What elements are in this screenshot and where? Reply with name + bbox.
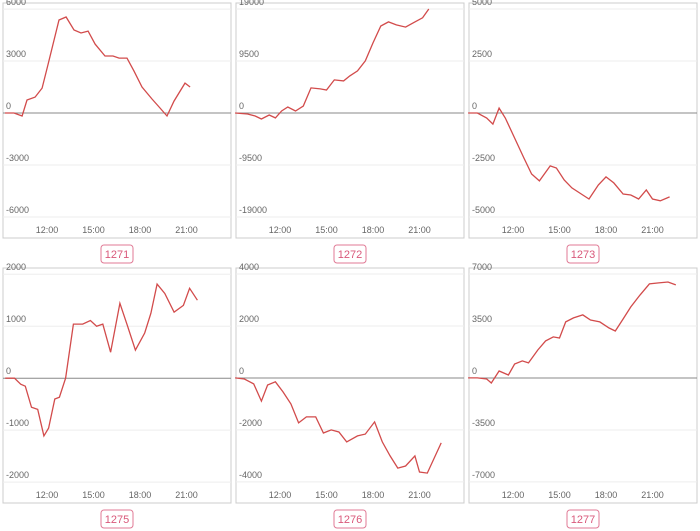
x-tick-label: 12:00 <box>502 225 525 235</box>
data-line <box>5 16 191 118</box>
y-tick-label: -2500 <box>472 153 495 163</box>
data-line <box>468 281 677 384</box>
y-tick-label: 6000 <box>6 0 26 7</box>
chart-label[interactable]: 1272 <box>338 249 362 261</box>
x-tick-label: 12:00 <box>502 490 525 500</box>
y-tick-label: -7000 <box>472 470 495 480</box>
chart-label-button[interactable] <box>100 244 134 264</box>
data-line <box>468 106 670 202</box>
chart-label-button[interactable] <box>566 509 600 529</box>
chart-label-button[interactable] <box>333 509 367 529</box>
y-tick-label: 0 <box>239 366 244 376</box>
x-tick-label: 12:00 <box>36 225 59 235</box>
x-tick-label: 21:00 <box>175 225 198 235</box>
x-tick-label: 18:00 <box>129 490 152 500</box>
x-tick-label: 15:00 <box>82 490 105 500</box>
x-tick-label: 18:00 <box>595 225 618 235</box>
x-tick-label: 18:00 <box>362 490 385 500</box>
x-tick-label: 15:00 <box>82 225 105 235</box>
y-tick-label: 0 <box>6 101 11 111</box>
x-tick-label: 15:00 <box>548 490 571 500</box>
x-tick-label: 12:00 <box>269 490 292 500</box>
chart-label-button[interactable] <box>333 244 367 264</box>
x-tick-label: 21:00 <box>641 225 664 235</box>
y-tick-label: -1000 <box>6 418 29 428</box>
x-tick-label: 21:00 <box>408 225 431 235</box>
y-tick-label: 7000 <box>472 262 492 272</box>
data-line <box>235 8 430 120</box>
y-tick-label: 19000 <box>239 0 264 7</box>
y-tick-label: 2000 <box>239 314 259 324</box>
y-tick-label: -19000 <box>239 205 267 215</box>
x-tick-label: 15:00 <box>315 225 338 235</box>
x-tick-label: 21:00 <box>408 490 431 500</box>
y-tick-label: 2500 <box>472 49 492 59</box>
y-tick-label: 0 <box>6 366 11 376</box>
chart-panel <box>235 2 465 239</box>
y-tick-label: 1000 <box>6 314 26 324</box>
x-tick-label: 12:00 <box>269 225 292 235</box>
chart-panel <box>468 267 698 504</box>
chart-panel <box>235 267 465 504</box>
y-tick-label: 0 <box>472 101 477 111</box>
y-tick-label: -4000 <box>239 470 262 480</box>
y-tick-label: -2000 <box>239 418 262 428</box>
chart-panel <box>468 2 698 239</box>
chart-panel <box>2 2 232 239</box>
y-tick-label: -2000 <box>6 470 29 480</box>
data-line <box>235 377 442 474</box>
chart-label-button[interactable] <box>566 244 600 264</box>
chart-label[interactable]: 1277 <box>571 514 595 526</box>
y-tick-label: 3000 <box>6 49 26 59</box>
x-tick-label: 15:00 <box>315 490 338 500</box>
chart-label-button[interactable] <box>100 509 134 529</box>
y-tick-label: 0 <box>239 101 244 111</box>
y-tick-label: 0 <box>472 366 477 376</box>
data-line <box>5 282 198 438</box>
chart-label[interactable]: 1276 <box>338 514 362 526</box>
x-tick-label: 18:00 <box>129 225 152 235</box>
y-tick-label: -3000 <box>6 153 29 163</box>
chart-label[interactable]: 1275 <box>105 514 129 526</box>
y-tick-label: -5000 <box>472 205 495 215</box>
chart-label[interactable]: 1271 <box>105 249 129 261</box>
y-tick-label: -6000 <box>6 205 29 215</box>
x-tick-label: 15:00 <box>548 225 571 235</box>
y-tick-label: 2000 <box>6 262 26 272</box>
y-tick-label: 3500 <box>472 314 492 324</box>
y-tick-label: -3500 <box>472 418 495 428</box>
y-tick-label: 5000 <box>472 0 492 7</box>
chart-panel <box>2 267 232 504</box>
x-tick-label: 18:00 <box>362 225 385 235</box>
x-tick-label: 21:00 <box>641 490 664 500</box>
y-tick-label: 4000 <box>239 262 259 272</box>
y-tick-label: -9500 <box>239 153 262 163</box>
chart-label[interactable]: 1273 <box>571 249 595 261</box>
x-tick-label: 21:00 <box>175 490 198 500</box>
x-tick-label: 18:00 <box>595 490 618 500</box>
x-tick-label: 12:00 <box>36 490 59 500</box>
y-tick-label: 9500 <box>239 49 259 59</box>
